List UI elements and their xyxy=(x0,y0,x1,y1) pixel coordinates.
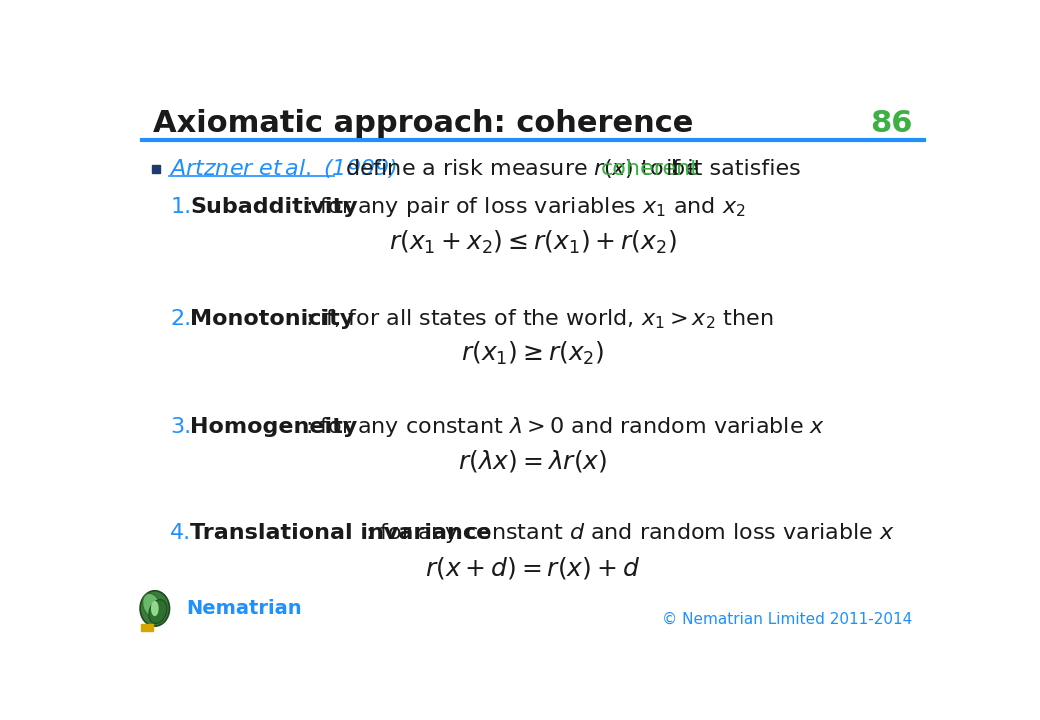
Text: © Nematrian Limited 2011-2014: © Nematrian Limited 2011-2014 xyxy=(662,612,913,626)
Text: Monotonicity: Monotonicity xyxy=(190,309,355,329)
FancyBboxPatch shape xyxy=(152,165,160,174)
Ellipse shape xyxy=(149,600,167,624)
Ellipse shape xyxy=(142,593,161,617)
Text: Nematrian: Nematrian xyxy=(186,599,303,618)
Text: coherent: coherent xyxy=(600,159,699,179)
Text: : for any constant $\lambda > 0$ and random variable $x$: : for any constant $\lambda > 0$ and ran… xyxy=(305,415,826,438)
Text: $r\left(\lambda x\right)= \lambda r\left(x\right)$: $r\left(\lambda x\right)= \lambda r\left… xyxy=(459,449,607,474)
Text: Subadditivity: Subadditivity xyxy=(190,197,358,217)
Text: $r\left(x_1\right)\geq r\left(x_2\right)$: $r\left(x_1\right)\geq r\left(x_2\right)… xyxy=(462,340,604,367)
Text: 2.: 2. xyxy=(171,309,191,329)
Text: 86: 86 xyxy=(870,109,913,138)
Text: Homogeneity: Homogeneity xyxy=(190,417,358,437)
Text: : for any pair of loss variables $x_1$ and $x_2$: : for any pair of loss variables $x_1$ a… xyxy=(305,195,746,220)
Text: : if, for all states of the world, $x_1 > x_2$ then: : if, for all states of the world, $x_1 … xyxy=(305,307,774,330)
Text: : for any constant $d$ and random loss variable $x$: : for any constant $d$ and random loss v… xyxy=(365,521,894,545)
Text: define a risk measure $r(x)$ to be: define a risk measure $r(x)$ to be xyxy=(338,157,700,180)
Text: $r\left(x_1+x_2\right)\leq r\left(x_1\right)+r\left(x_2\right)$: $r\left(x_1+x_2\right)\leq r\left(x_1\ri… xyxy=(389,228,677,256)
Ellipse shape xyxy=(140,590,170,626)
FancyBboxPatch shape xyxy=(140,624,153,631)
Text: if it satisfies: if it satisfies xyxy=(658,159,801,179)
Text: Translational invariance: Translational invariance xyxy=(190,523,492,543)
Text: 1.: 1. xyxy=(171,197,191,217)
Text: Axiomatic approach: coherence: Axiomatic approach: coherence xyxy=(153,109,694,138)
Text: 4.: 4. xyxy=(171,523,191,543)
Text: 3.: 3. xyxy=(171,417,191,437)
Text: Artzner $et\,al.$ (1999): Artzner $et\,al.$ (1999) xyxy=(168,157,396,180)
Ellipse shape xyxy=(151,600,159,616)
Text: $r\left(x+d\right)=r\left(x\right)+d$: $r\left(x+d\right)=r\left(x\right)+d$ xyxy=(425,554,641,580)
